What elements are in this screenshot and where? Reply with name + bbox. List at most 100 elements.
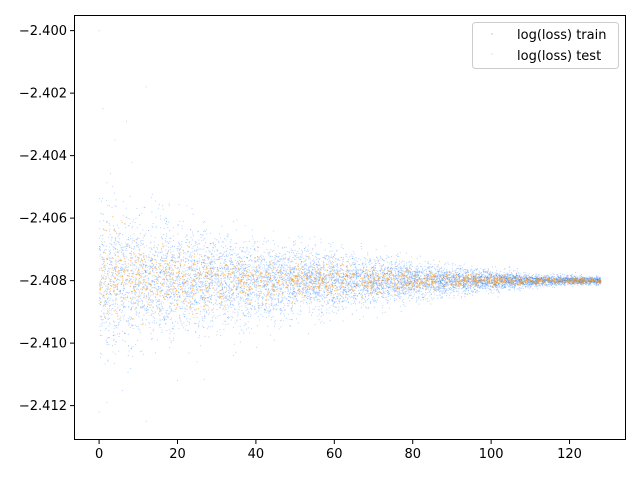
data-point bbox=[341, 291, 343, 293]
data-point bbox=[543, 275, 545, 277]
data-point bbox=[116, 261, 118, 264]
data-point bbox=[109, 234, 111, 236]
data-point bbox=[329, 288, 331, 290]
data-point bbox=[468, 287, 470, 289]
data-point bbox=[327, 258, 329, 261]
data-point bbox=[455, 272, 458, 274]
data-point bbox=[169, 306, 171, 308]
data-point bbox=[220, 280, 222, 282]
data-point bbox=[304, 250, 306, 252]
data-point bbox=[430, 263, 432, 265]
data-point bbox=[478, 271, 480, 273]
data-point bbox=[106, 303, 108, 305]
data-point bbox=[427, 263, 430, 265]
data-point bbox=[115, 199, 117, 201]
data-point bbox=[517, 288, 519, 290]
data-point bbox=[361, 248, 363, 250]
data-point bbox=[110, 261, 112, 263]
data-point bbox=[356, 261, 358, 263]
data-point bbox=[558, 283, 560, 285]
data-point bbox=[186, 284, 188, 286]
data-point bbox=[175, 275, 177, 277]
data-point bbox=[191, 311, 193, 313]
data-point bbox=[144, 235, 146, 237]
data-point bbox=[177, 250, 179, 252]
data-point bbox=[205, 294, 207, 296]
data-point bbox=[201, 291, 203, 293]
data-point bbox=[486, 283, 488, 285]
data-point bbox=[111, 285, 113, 287]
data-point bbox=[116, 243, 118, 245]
data-point bbox=[232, 277, 235, 279]
data-point bbox=[141, 293, 143, 295]
data-point bbox=[487, 287, 489, 289]
data-point bbox=[169, 312, 171, 314]
data-point bbox=[314, 273, 316, 275]
data-point bbox=[152, 253, 154, 255]
data-point bbox=[267, 290, 269, 292]
data-point bbox=[376, 287, 378, 289]
data-point bbox=[441, 297, 443, 299]
data-point bbox=[108, 296, 110, 298]
data-point bbox=[291, 319, 293, 321]
data-point bbox=[340, 246, 342, 248]
data-point bbox=[165, 285, 167, 287]
data-point bbox=[153, 280, 155, 282]
data-point bbox=[151, 211, 153, 213]
data-point bbox=[142, 273, 144, 275]
data-point bbox=[329, 306, 331, 308]
data-point bbox=[107, 317, 109, 319]
data-point bbox=[227, 268, 230, 270]
data-point bbox=[322, 274, 324, 276]
data-point bbox=[326, 255, 328, 257]
data-point bbox=[241, 290, 243, 292]
data-point bbox=[413, 293, 415, 295]
data-point bbox=[143, 353, 145, 355]
data-point bbox=[343, 287, 345, 289]
data-point bbox=[327, 289, 329, 291]
data-point bbox=[260, 306, 262, 308]
data-point bbox=[106, 312, 109, 314]
data-point bbox=[251, 292, 253, 294]
data-point bbox=[358, 270, 360, 272]
data-point bbox=[493, 272, 495, 274]
data-point bbox=[201, 239, 203, 242]
data-point bbox=[106, 359, 109, 361]
data-point bbox=[428, 280, 430, 282]
data-point bbox=[283, 320, 285, 322]
data-point bbox=[357, 269, 359, 271]
data-point bbox=[295, 292, 297, 294]
data-point bbox=[365, 260, 367, 262]
data-point bbox=[351, 262, 354, 264]
data-point bbox=[132, 298, 134, 300]
data-point bbox=[232, 279, 234, 282]
data-point bbox=[346, 288, 348, 290]
data-point bbox=[567, 275, 569, 277]
data-point bbox=[219, 289, 221, 292]
data-point bbox=[343, 285, 345, 288]
data-point bbox=[303, 268, 305, 270]
data-point bbox=[503, 272, 505, 274]
data-point bbox=[250, 264, 252, 266]
data-point bbox=[188, 293, 190, 296]
data-point bbox=[120, 271, 122, 273]
data-point bbox=[352, 275, 354, 277]
data-point bbox=[262, 255, 264, 257]
data-point bbox=[346, 272, 348, 274]
data-point bbox=[110, 264, 112, 266]
data-point bbox=[382, 304, 384, 307]
data-point bbox=[115, 205, 117, 208]
data-point bbox=[249, 269, 251, 271]
data-point bbox=[269, 334, 271, 336]
data-point bbox=[155, 287, 157, 289]
data-point bbox=[258, 295, 261, 298]
data-point bbox=[215, 293, 217, 296]
data-point bbox=[362, 316, 364, 318]
data-point bbox=[243, 268, 245, 270]
data-point bbox=[207, 263, 209, 265]
data-point bbox=[98, 245, 101, 248]
data-point bbox=[305, 292, 307, 294]
data-point bbox=[425, 271, 428, 273]
data-point bbox=[235, 351, 237, 353]
